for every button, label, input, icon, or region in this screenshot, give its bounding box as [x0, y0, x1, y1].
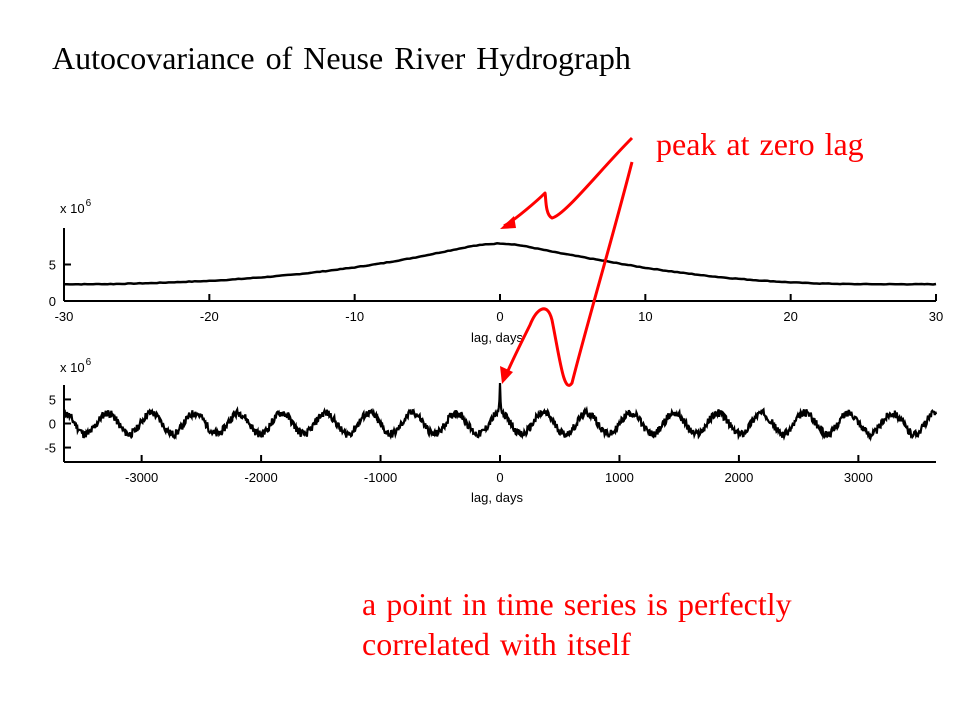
arrow-to-top-peak: [503, 136, 634, 228]
x-axis-label: lag, days: [471, 490, 524, 505]
y-tick-label: 0: [49, 294, 56, 309]
x-tick-label: -10: [345, 309, 364, 324]
annotation-self-correlation: a point in time series is perfectly corr…: [362, 584, 792, 664]
y-tick-label: 5: [49, 392, 56, 407]
y-tick-label: 0: [49, 417, 56, 432]
chart-autocovariance-long-lag: x 106 lag, days -3000 -2000 -1000 0 1000 2000…: [44, 357, 938, 505]
x-tick-label: -2000: [244, 470, 277, 485]
y-tick-label: -5: [44, 441, 56, 456]
y-multiplier-exponent: 6: [86, 198, 92, 209]
x-tick-label: -3000: [125, 470, 158, 485]
x-axis-label: lag, days: [471, 330, 524, 345]
chart-autocovariance-short-lag: x 106 lag, days -30 -20 -10 0 10 20 30 05: [49, 198, 943, 345]
x-tick-label: -30: [55, 309, 74, 324]
annotation-line-1: a point in time series is perfectly: [362, 586, 792, 622]
y-tick-label: 5: [49, 258, 56, 273]
x-tick-label: 2000: [724, 470, 753, 485]
y-multiplier-exponent: 6: [86, 357, 92, 368]
y-ticks: 05: [49, 258, 71, 309]
annotation-line-2: correlated with itself: [362, 626, 631, 662]
x-tick-label: 20: [783, 309, 797, 324]
x-tick-label: 0: [496, 470, 503, 485]
x-ticks: -3000 -2000 -1000 0 1000 2000 3000: [125, 455, 873, 485]
x-tick-label: 1000: [605, 470, 634, 485]
y-multiplier: x 106: [60, 198, 92, 216]
autocovariance-curve: [64, 242, 937, 286]
autocovariance-curve: [62, 382, 938, 442]
x-ticks: -30 -20 -10 0 10 20 30: [55, 294, 943, 324]
annotation-peak-at-zero-lag: peak at zero lag: [656, 126, 864, 162]
y-multiplier: x 106: [60, 357, 92, 375]
arrow-to-bottom-peak: [502, 161, 634, 387]
arrowhead-top: [500, 216, 516, 229]
slide-title: Autocovariance of Neuse River Hydrograph: [52, 40, 631, 76]
y-ticks: -5 0 5: [44, 392, 71, 456]
x-tick-label: 30: [929, 309, 943, 324]
x-tick-label: 3000: [844, 470, 873, 485]
x-tick-label: 0: [496, 309, 503, 324]
x-tick-label: -20: [200, 309, 219, 324]
annotation-arrows: [500, 136, 634, 387]
x-tick-label: 10: [638, 309, 652, 324]
arrowhead-bottom: [500, 366, 513, 384]
x-tick-label: -1000: [364, 470, 397, 485]
